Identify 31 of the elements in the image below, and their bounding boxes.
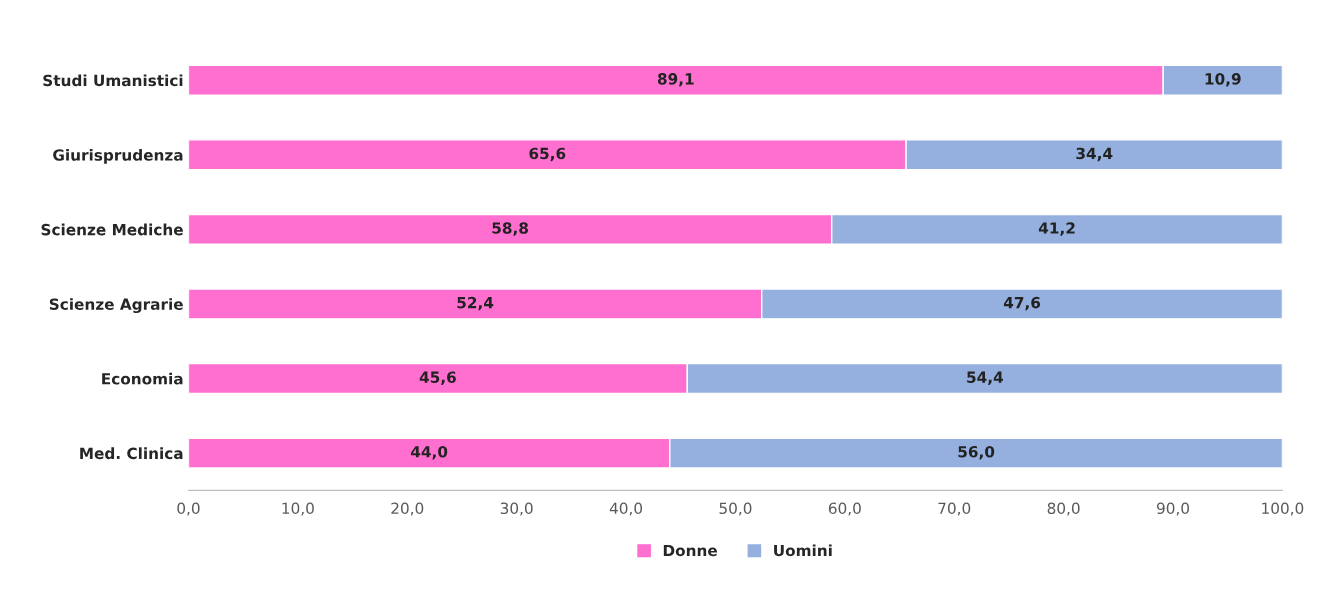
x-tick-label: 60,0 [828, 502, 861, 516]
data-label: 44,0 [410, 445, 448, 460]
data-label: 47,6 [1003, 296, 1041, 311]
x-tick-label: 30,0 [500, 502, 533, 516]
x-tick-label: 40,0 [609, 502, 643, 516]
x-tick-label: 0,0 [177, 502, 200, 516]
y-tick-label: Studi Umanistici [43, 74, 183, 87]
data-label: 52,4 [457, 296, 494, 311]
y-tick-label: Giurisprudenza [53, 148, 183, 164]
y-tick-label: Med. Clinica [80, 447, 183, 460]
data-label: 58,8 [492, 222, 528, 236]
data-label: 56,0 [958, 445, 995, 460]
x-tick-label: 90,0 [1156, 502, 1190, 516]
data-label: 65,6 [529, 147, 566, 162]
x-tick-label: 50,0 [719, 502, 752, 516]
y-tick-label: Scienze Mediche [41, 223, 183, 236]
x-tick-label: 10,0 [282, 502, 314, 516]
y-tick-label: Economia [102, 372, 183, 385]
legend-label: Donne [663, 544, 717, 557]
legend-label: Uomini [774, 544, 832, 557]
x-tick-label: 20,0 [391, 502, 424, 516]
data-label: 41,2 [1038, 222, 1075, 236]
data-label: 10,9 [1205, 73, 1241, 87]
data-label: 34,4 [1076, 147, 1113, 162]
data-label: 89,1 [657, 73, 694, 87]
x-tick-label: 80,0 [1047, 502, 1080, 516]
x-tick-label: 100,0 [1262, 502, 1304, 516]
y-tick-label: Scienze Agrarie [49, 298, 183, 314]
data-label: 54,4 [967, 371, 1004, 385]
x-tick-label: 70,0 [938, 502, 971, 516]
data-label: 45,6 [419, 371, 456, 385]
